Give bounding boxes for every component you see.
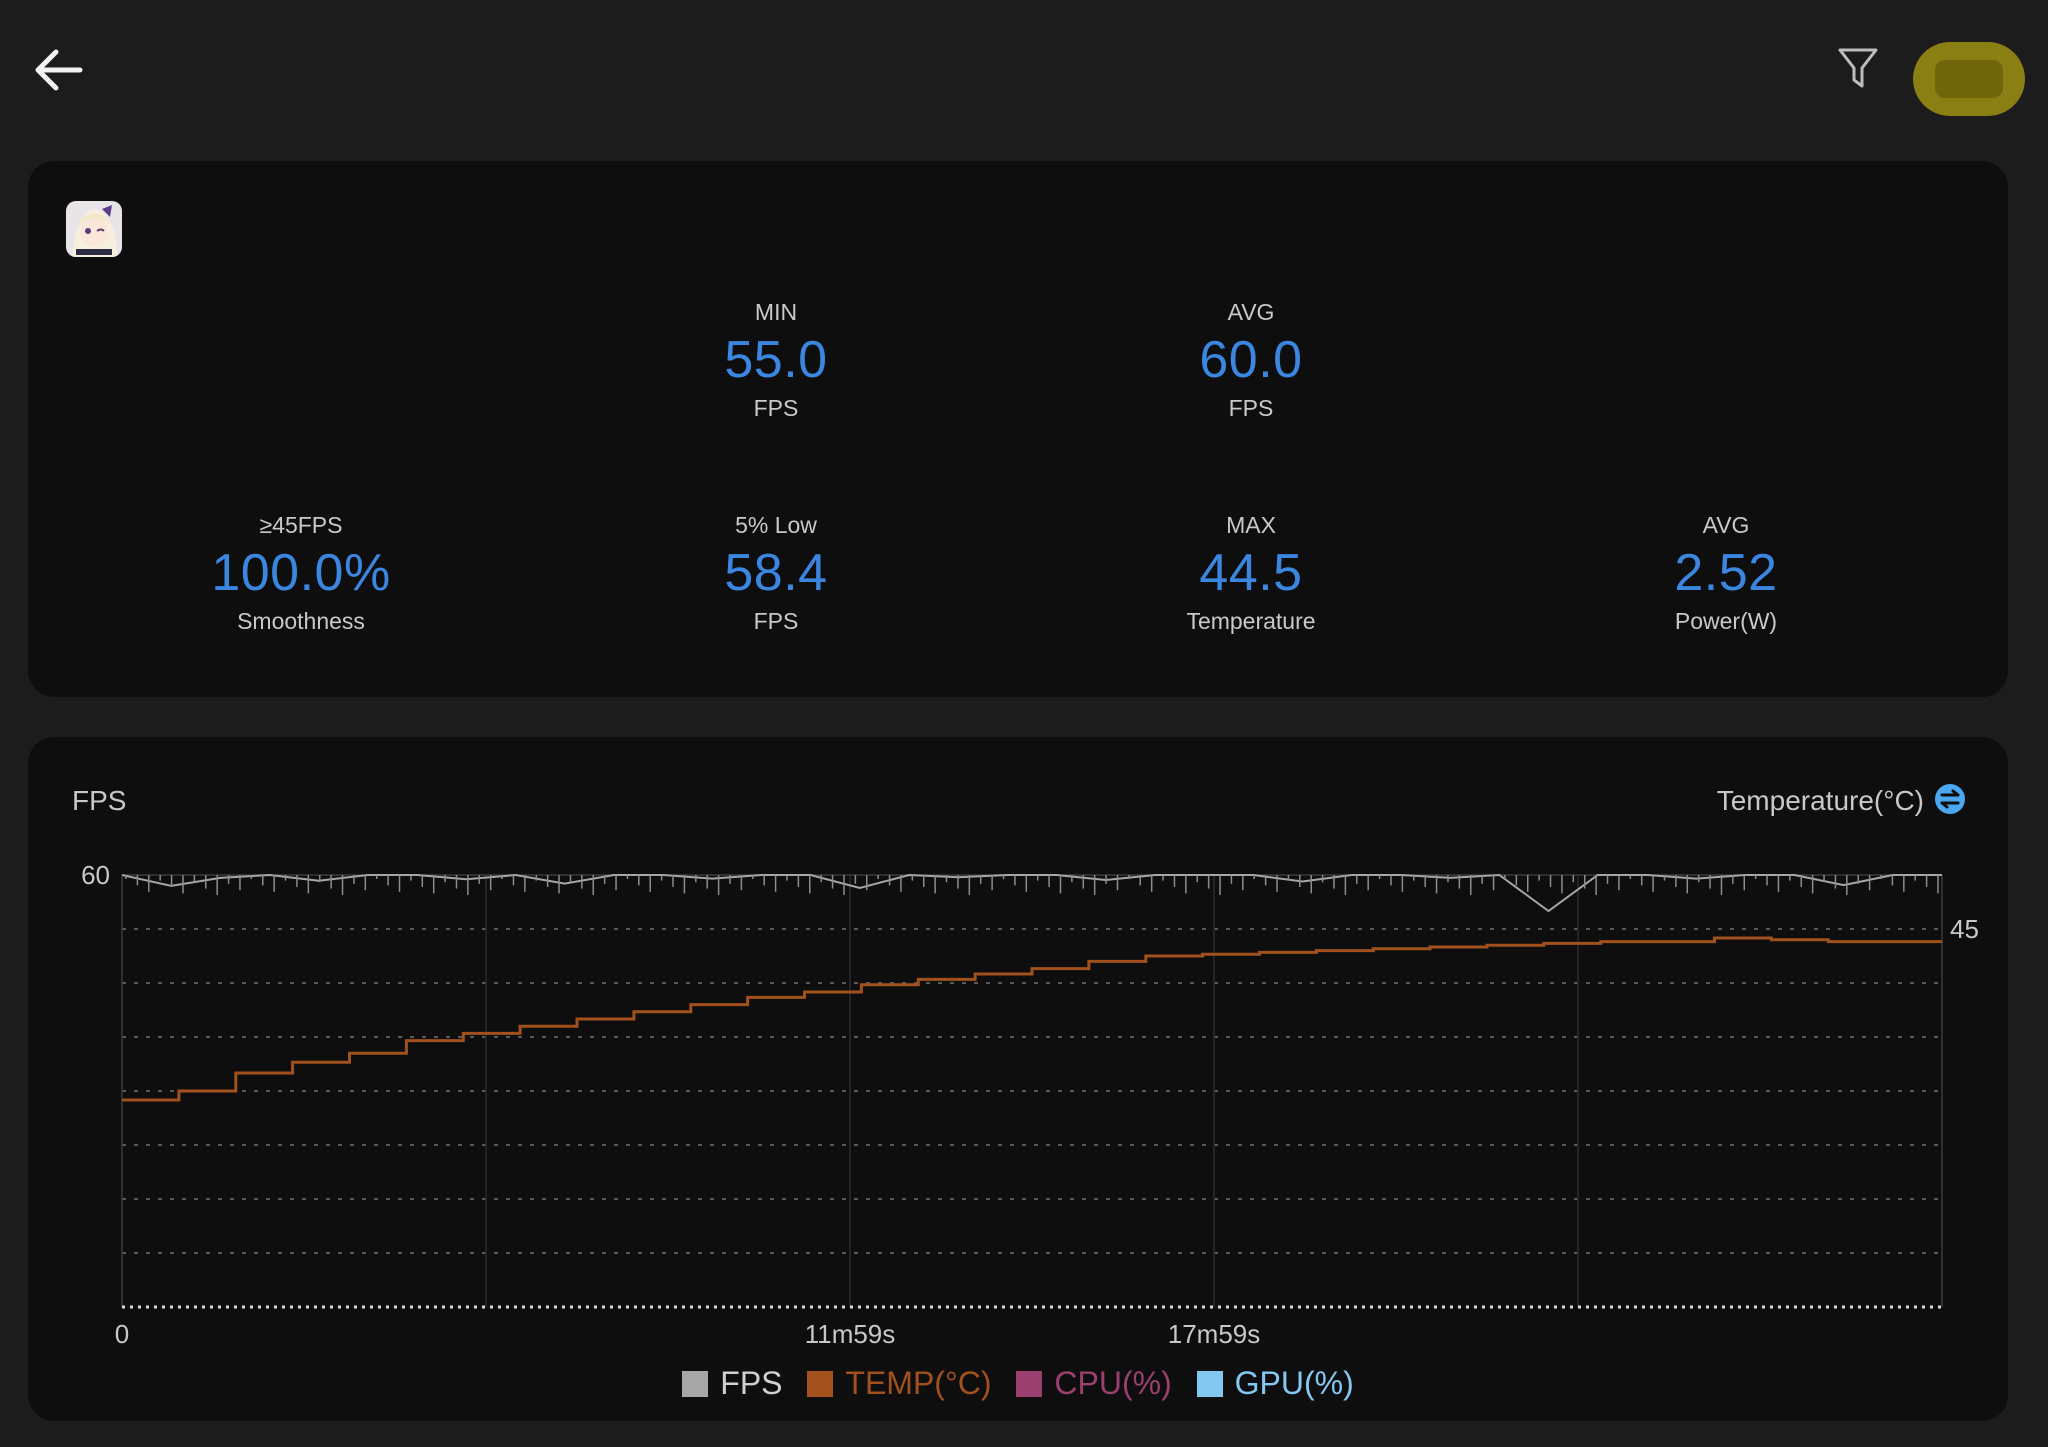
y-right-tick-label: 45 (1950, 914, 1979, 944)
stat-max-temperature: MAX 44.5 Temperature (1091, 510, 1411, 636)
legend-item-temp[interactable]: TEMP(°C) (807, 1365, 992, 1402)
stat-smoothness: ≥45FPS 100.0% Smoothness (141, 510, 461, 636)
legend-swatch (1016, 1371, 1043, 1397)
y-left-tick-label: 60 (81, 860, 110, 890)
chart-legend: FPS TEMP(°C) CPU(%) GPU(%) (28, 1365, 2008, 1402)
stat-unit: Power(W) (1674, 608, 1778, 634)
temp-series-line (122, 936, 1942, 1102)
filter-icon[interactable] (1836, 44, 1880, 92)
legend-label: CPU(%) (1054, 1365, 1172, 1401)
fps-series-line (121, 873, 1942, 913)
stat-unit: FPS (753, 608, 799, 634)
stat-label: AVG (1702, 512, 1750, 538)
legend-label: GPU(%) (1234, 1365, 1354, 1401)
legend-swatch (807, 1371, 834, 1397)
stat-value: 100.0% (211, 544, 391, 602)
stat-label: 5% Low (735, 512, 817, 538)
stat-avg-fps: AVG 60.0 FPS (1091, 297, 1411, 423)
stat-unit: Smoothness (237, 608, 365, 634)
legend-swatch (1196, 1371, 1223, 1397)
stat-label: MAX (1226, 512, 1276, 538)
legend-label: FPS (720, 1365, 783, 1401)
performance-line-chart: 60 45 0 11m59s 17m59s (81, 860, 1979, 1349)
stat-unit: FPS (1228, 395, 1274, 421)
stat-value: 2.52 (1674, 544, 1778, 602)
swap-axis-icon[interactable] (1934, 783, 1966, 815)
legend-swatch (682, 1371, 709, 1397)
game-avatar-icon (66, 201, 122, 257)
back-arrow-icon[interactable] (28, 40, 88, 100)
chart-right-axis-title: Temperature(°C) (1716, 785, 1924, 816)
stat-value: 44.5 (1199, 544, 1303, 602)
performance-chart-card: FPS Temperature(°C) 60 45 0 11m59s 17m59s FP… (28, 737, 2008, 1421)
stat-label: AVG (1227, 299, 1275, 325)
stat-unit: FPS (753, 395, 799, 421)
stat-label: MIN (754, 299, 798, 325)
stat-label: ≥45FPS (259, 512, 343, 538)
legend-item-gpu[interactable]: GPU(%) (1196, 1365, 1354, 1402)
stat-value: 55.0 (724, 331, 828, 389)
stat-5pct-low: 5% Low 58.4 FPS (616, 510, 936, 636)
stats-card: MIN 55.0 FPS AVG 60.0 FPS ≥45FPS 100.0% … (28, 161, 2008, 697)
stat-unit: Temperature (1186, 608, 1316, 634)
top-bar (0, 0, 2048, 150)
x-tick-label: 11m59s (805, 1319, 896, 1349)
stat-value: 60.0 (1199, 331, 1303, 389)
chart-left-axis-title: FPS (72, 785, 127, 816)
stat-min-fps: MIN 55.0 FPS (616, 297, 936, 423)
legend-item-cpu[interactable]: CPU(%) (1016, 1365, 1172, 1402)
blurred-action-button[interactable] (1913, 42, 2025, 116)
x-tick-label: 0 (115, 1319, 129, 1349)
stat-value: 58.4 (724, 544, 828, 602)
x-tick-label: 17m59s (1168, 1319, 1261, 1349)
legend-item-fps[interactable]: FPS (682, 1365, 783, 1402)
legend-label: TEMP(°C) (845, 1365, 992, 1401)
stat-avg-power: AVG 2.52 Power(W) (1566, 510, 1886, 636)
